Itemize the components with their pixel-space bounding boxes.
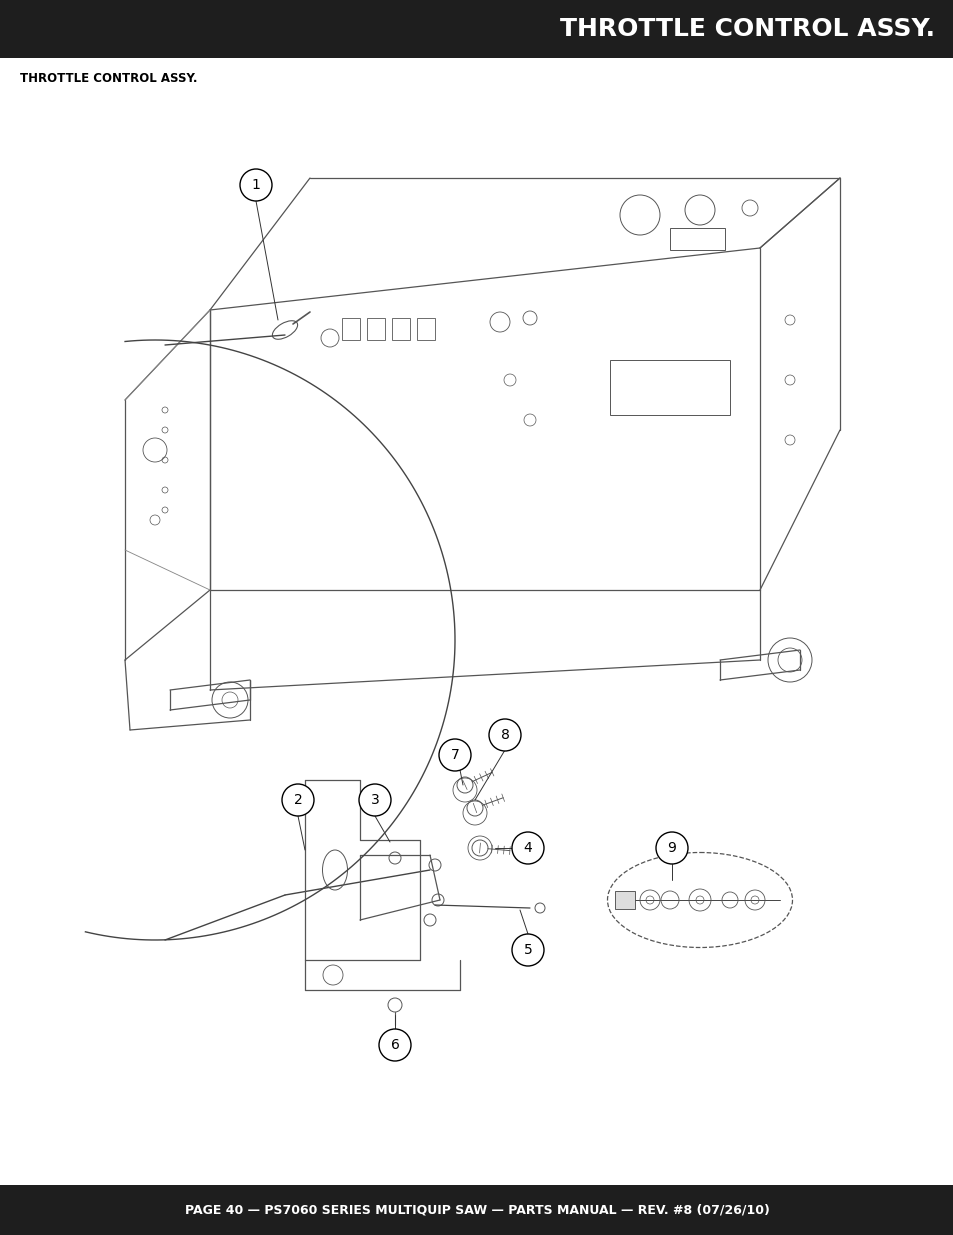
Circle shape: [358, 784, 391, 816]
Text: 4: 4: [523, 841, 532, 855]
Bar: [669, 228, 724, 249]
Bar: [416, 317, 435, 340]
Text: PAGE 40 — PS7060 SERIES MULTIQUIP SAW — PARTS MANUAL — REV. #8 (07/26/10): PAGE 40 — PS7060 SERIES MULTIQUIP SAW — …: [184, 1203, 769, 1216]
Text: THROTTLE CONTROL ASSY.: THROTTLE CONTROL ASSY.: [20, 72, 197, 84]
Text: 5: 5: [523, 944, 532, 957]
Text: THROTTLE CONTROL ASSY.: THROTTLE CONTROL ASSY.: [559, 17, 934, 41]
Bar: [341, 317, 359, 340]
Bar: [609, 359, 729, 415]
Circle shape: [240, 169, 272, 201]
Bar: [367, 317, 385, 340]
Bar: [615, 890, 635, 909]
Circle shape: [512, 832, 543, 864]
Text: 8: 8: [500, 727, 509, 742]
Bar: [0, 1186, 953, 1235]
Text: 9: 9: [667, 841, 676, 855]
Circle shape: [512, 934, 543, 966]
Text: 1: 1: [252, 178, 260, 191]
Bar: [0, 0, 953, 58]
Circle shape: [438, 739, 471, 771]
Circle shape: [656, 832, 687, 864]
Circle shape: [282, 784, 314, 816]
Text: 7: 7: [450, 748, 459, 762]
Text: 6: 6: [390, 1037, 399, 1052]
Text: 2: 2: [294, 793, 302, 806]
Bar: [392, 317, 410, 340]
Circle shape: [378, 1029, 411, 1061]
Circle shape: [489, 719, 520, 751]
Text: 3: 3: [370, 793, 379, 806]
